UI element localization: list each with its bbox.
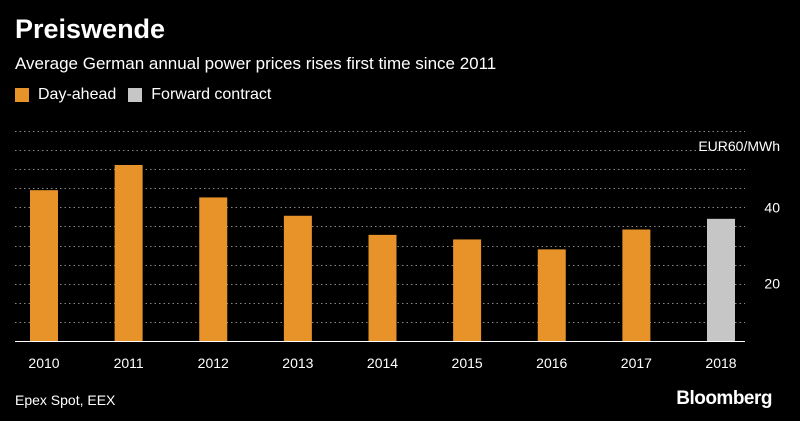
legend: Day-ahead Forward contract: [15, 86, 283, 104]
x-tick-label: 2013: [282, 355, 313, 371]
bar-2018: [707, 218, 735, 341]
bloomberg-logo: Bloomberg: [676, 388, 772, 409]
bar-2017: [622, 229, 651, 341]
bar-2016: [537, 249, 566, 341]
bar-2012: [199, 197, 228, 341]
bar-2014: [368, 234, 397, 341]
x-axis-tick-labels: 2010 2011 2012 2013 2014 2015 2016 2017 2018: [28, 355, 736, 371]
legend-item-day-ahead: Day-ahead: [15, 86, 116, 104]
x-tick-label: 2011: [114, 355, 144, 371]
chart-title: Preiswende: [15, 14, 166, 44]
bar-2010: [30, 190, 58, 341]
x-tick-label: 2015: [452, 355, 483, 371]
bar-2011: [114, 164, 143, 341]
x-tick-label: 2014: [367, 355, 398, 371]
x-tick-label: 2010: [28, 355, 59, 371]
legend-label-day-ahead: Day-ahead: [38, 86, 117, 103]
x-tick-label: 2016: [536, 355, 567, 371]
y-axis-unit-label: EUR60/MWh: [698, 138, 780, 154]
legend-swatch-day-ahead: [15, 88, 29, 102]
y-tick-label: 20: [764, 276, 780, 292]
bars: [30, 164, 735, 341]
x-tick-label: 2012: [198, 355, 229, 371]
legend-swatch-forward-contract: [128, 88, 143, 102]
bar-2015: [453, 239, 482, 341]
legend-item-forward-contract: Forward contract: [128, 86, 271, 104]
source-note: Epex Spot, EEX: [15, 392, 116, 408]
y-tick-label: 40: [764, 199, 780, 215]
legend-label-forward-contract: Forward contract: [151, 86, 272, 103]
x-tick-label: 2018: [705, 355, 736, 371]
chart-subtitle: Average German annual power prices rises…: [15, 54, 497, 73]
x-tick-label: 2017: [621, 355, 652, 371]
bar-2013: [283, 215, 312, 341]
